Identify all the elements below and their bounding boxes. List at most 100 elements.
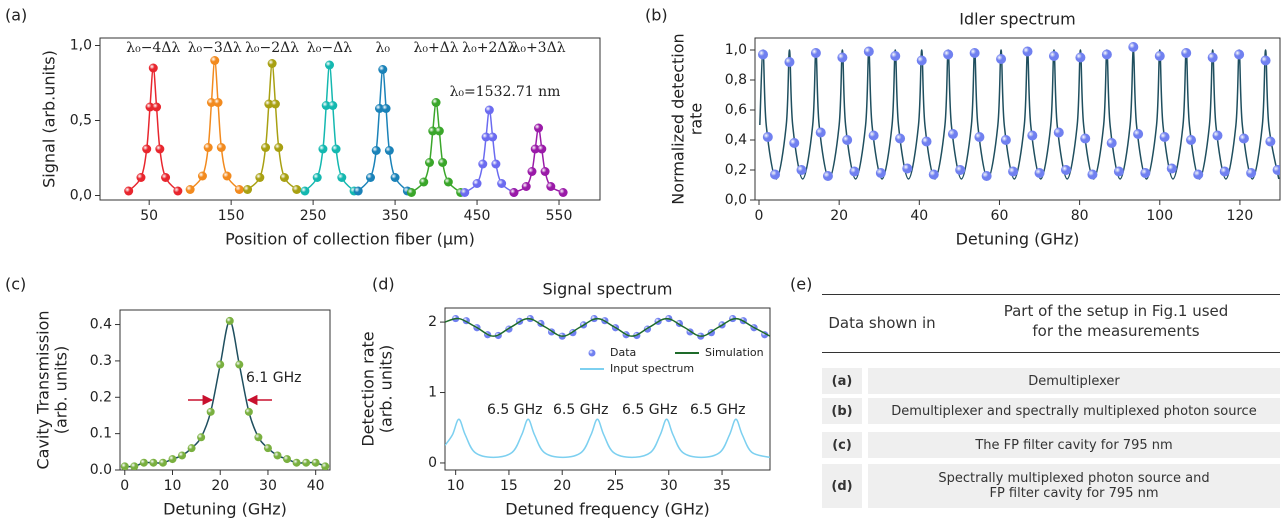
plot-frame [754,37,1281,201]
data-point [478,159,488,169]
y-tick-label: 1,0 [70,38,92,54]
data-point [1246,168,1257,178]
data-point [124,186,134,196]
data-point [1219,166,1230,177]
x-tick-label: 15 [500,478,518,494]
data-point [1272,165,1280,175]
data-point [321,462,330,470]
rule [822,294,1280,295]
series-line [759,49,1280,180]
x-tick-label: 20 [830,208,848,224]
data-point [263,444,272,453]
data-point [331,144,341,154]
plot-frame [99,37,601,201]
plot-area [445,314,770,459]
x-tick-label: 0 [755,208,764,224]
data-point [234,185,244,194]
chart-title: Idler spectrum [959,10,1076,29]
panel-label: (a) [5,6,27,25]
data-point [969,48,980,58]
y-axis-label: Signal (arb.units) [40,50,59,188]
data-point [216,360,225,369]
x-tick-label: 40 [307,478,325,494]
cell: (d) [822,464,862,508]
row-text: Demultiplexer and spectrally multiplexed… [891,403,1257,419]
y-axis-label: Normalized detection [669,33,688,204]
legend-label: Simulation [705,346,764,359]
data-point [1080,133,1091,144]
data-point [1181,48,1192,58]
data-point [216,143,226,152]
data-point [187,444,196,453]
header-cell: for the measurements [1032,322,1200,340]
y-tick-label: 0,0 [725,192,747,208]
data-point [491,159,501,169]
data-point [244,407,253,416]
x-tick-label: 50 [140,208,158,224]
data-point [527,167,537,176]
data-point [928,169,939,180]
data-point [419,177,429,187]
data-point [264,99,274,109]
data-point [321,101,331,110]
data-point [1128,42,1139,52]
x-axis-label: Position of collection fiber (μm) [225,230,475,249]
x-tick-label: 35 [713,478,731,494]
data-point [1106,138,1117,148]
data-point [243,185,253,194]
peak-label: λ₀+2Δλ [462,40,516,56]
data-point [375,104,385,113]
y-tick-label: 0,5 [70,113,92,129]
y-tick-label: 1,0 [725,42,747,58]
data-point [784,57,795,67]
plot-area [124,56,568,197]
x-tick-label: 10 [447,478,465,494]
x-axis-label: Detuning (GHz) [163,500,287,519]
cell: (c) [822,432,862,458]
data-point [1207,52,1218,63]
data-point [1075,52,1086,63]
data-point [1234,49,1245,60]
peak-label: λ₀−3Δλ [188,40,242,56]
plot-area [758,42,1280,181]
y-tick-label: 0,2 [725,162,747,178]
series-line [304,64,355,192]
row-text: Demultiplexer [1028,373,1120,389]
data-point [371,146,381,155]
data-point [292,185,302,194]
cell: The FP filter cavity for 795 nm [868,432,1280,458]
data-point [443,177,453,187]
y-axis-label: Cavity Transmission [34,310,53,469]
data-point [895,133,906,144]
y-tick-label: 0.1 [90,426,112,442]
data-point [1193,169,1204,180]
data-point [178,451,187,460]
peak-label: λ₀−Δλ [307,40,352,56]
x-tick-label: 450 [464,208,491,224]
data-point [378,65,388,74]
row-key: (d) [831,478,853,494]
peak-label: λ₀ [376,40,391,56]
y-tick-label: 0.4 [90,317,112,333]
data-point [1034,168,1045,178]
rule [822,352,1280,353]
row-text: The FP filter cavity for 795 nm [975,437,1173,453]
cell: (a) [822,368,862,394]
data-point [1087,169,1098,180]
data-point [1113,166,1124,177]
x-axis-label: Detuned frequency (GHz) [505,500,709,519]
data-point [1133,129,1144,139]
data-point [406,188,416,197]
data-point [149,458,158,467]
peak-label: λ₀−4Δλ [126,40,180,56]
series-line [357,68,408,192]
data-point [302,458,311,467]
data-point [916,55,927,66]
x-tick-label: 0 [120,478,129,494]
data-point [1238,133,1249,144]
y-axis-label: rate [687,103,706,136]
data-point [1000,135,1011,145]
data-point [534,123,544,133]
x-tick-label: 30 [660,478,678,494]
